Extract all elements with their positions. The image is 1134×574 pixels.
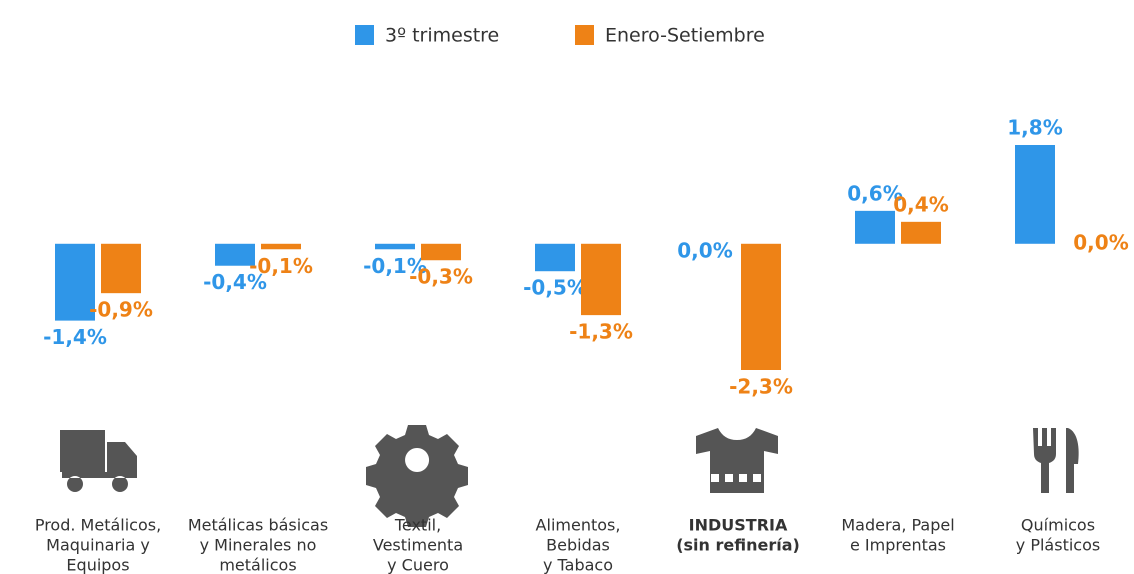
bar xyxy=(581,243,621,316)
value-label: -2,3% xyxy=(729,375,793,399)
value-label: 0,6% xyxy=(847,181,902,205)
bar xyxy=(261,243,301,250)
category-icon xyxy=(696,428,778,493)
category-icon xyxy=(60,430,137,492)
category-label: Alimentos, xyxy=(536,516,621,535)
value-label: -0,3% xyxy=(409,265,473,289)
legend-swatch xyxy=(355,25,374,45)
category-label: (sin refinería) xyxy=(676,536,800,555)
bar xyxy=(535,243,575,272)
value-label: 1,8% xyxy=(1007,116,1062,140)
value-label: -1,4% xyxy=(43,325,107,349)
category-label: Vestimenta xyxy=(373,536,463,555)
value-label: 0,4% xyxy=(893,192,948,216)
category-label: metálicos xyxy=(219,556,296,574)
category-label: e Imprentas xyxy=(850,536,946,555)
category-label: y Minerales no xyxy=(200,536,317,555)
category-label: y Tabaco xyxy=(543,556,613,574)
bar xyxy=(421,243,461,261)
bar xyxy=(1015,145,1055,244)
value-label: -0,9% xyxy=(89,298,153,322)
category-label: Metálicas básicas xyxy=(188,516,328,535)
category-label: y Plásticos xyxy=(1016,536,1100,555)
value-label: -0,1% xyxy=(249,254,313,278)
icon-window xyxy=(739,474,747,482)
value-label: -0,1% xyxy=(363,254,427,278)
value-label: -0,4% xyxy=(203,270,267,294)
value-label: 0,0% xyxy=(677,238,732,262)
legend-swatch xyxy=(575,25,594,45)
category-icon xyxy=(366,425,468,527)
icon-window xyxy=(753,474,761,482)
bar xyxy=(101,243,141,294)
legend-label: Enero-Setiembre xyxy=(605,25,765,47)
bar xyxy=(55,243,95,321)
category-label: Equipos xyxy=(66,556,129,574)
legend-label: 3º trimestre xyxy=(385,25,499,47)
bar xyxy=(215,243,255,266)
category-label: Bebidas xyxy=(546,536,610,555)
icon-window xyxy=(711,474,719,482)
bar xyxy=(855,210,895,244)
category-icon xyxy=(1033,428,1079,493)
category-label: Madera, Papel xyxy=(841,516,954,535)
category-label: INDUSTRIA xyxy=(689,516,788,535)
category-label: Maquinaria y xyxy=(46,536,150,555)
icon-window xyxy=(725,474,733,482)
category-label: Prod. Metálicos, xyxy=(35,516,161,535)
value-label: -0,5% xyxy=(523,276,587,300)
category-label: Textil, xyxy=(394,516,441,535)
value-label: 0,0% xyxy=(1073,230,1128,254)
bar xyxy=(741,243,781,370)
category-label: Químicos xyxy=(1021,516,1095,535)
value-label: -1,3% xyxy=(569,320,633,344)
bar xyxy=(901,221,941,244)
category-label: y Cuero xyxy=(387,556,449,574)
bar xyxy=(375,243,415,250)
